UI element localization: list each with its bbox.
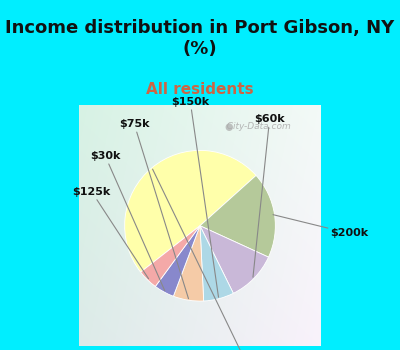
Wedge shape — [125, 150, 256, 272]
Text: $75k: $75k — [119, 119, 188, 299]
Wedge shape — [173, 226, 204, 301]
Text: All residents: All residents — [146, 82, 254, 97]
Text: $30k: $30k — [90, 151, 165, 290]
Text: $125k: $125k — [73, 187, 148, 279]
Text: City-Data.com: City-Data.com — [221, 122, 290, 131]
Wedge shape — [200, 226, 233, 301]
Wedge shape — [200, 226, 268, 293]
Wedge shape — [155, 226, 200, 296]
Text: $60k: $60k — [253, 114, 285, 277]
Text: Income distribution in Port Gibson, NY
(%): Income distribution in Port Gibson, NY (… — [5, 19, 395, 58]
Text: $200k: $200k — [273, 215, 369, 238]
Text: $40k: $40k — [152, 169, 262, 350]
Text: $150k: $150k — [171, 97, 218, 297]
Wedge shape — [200, 175, 275, 257]
Text: ●: ● — [225, 122, 233, 132]
Wedge shape — [141, 226, 200, 286]
